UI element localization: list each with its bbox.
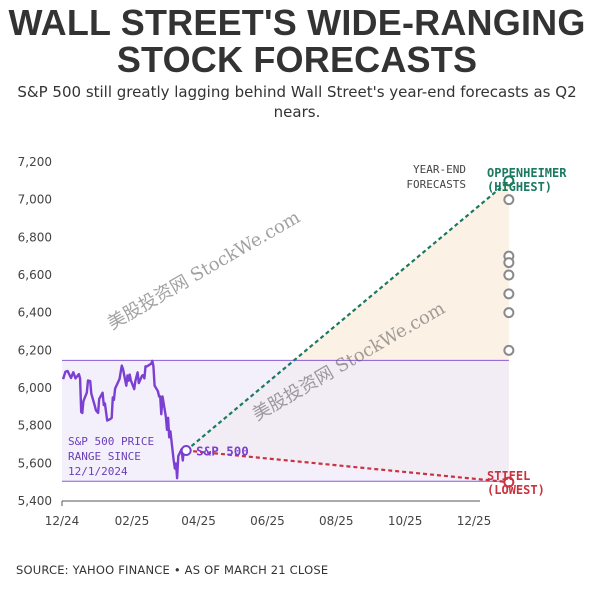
- chart-subtitle: S&P 500 still greatly lagging behind Wal…: [17, 83, 577, 121]
- lowest-forecast-label: STIFEL: [487, 469, 530, 483]
- x-tick-label: 02/25: [115, 514, 150, 528]
- title-line-1: WALL STREET'S WIDE-RANGING: [8, 2, 586, 43]
- title-line-2: STOCK FORECASTS: [116, 39, 478, 80]
- forecast-marker: [503, 288, 515, 300]
- y-tick-label: 5,800: [18, 419, 52, 433]
- x-tick-label: 04/25: [181, 514, 216, 528]
- lowest-forecast-label: (LOWEST): [487, 483, 545, 497]
- y-tick-label: 7,000: [18, 193, 52, 207]
- y-tick-label: 6,000: [18, 381, 52, 395]
- highest-forecast-label: OPPENHEIMER: [487, 166, 567, 180]
- watermark-text: 美股投资网 StockWe.com: [104, 207, 304, 334]
- price-range-label: RANGE SINCE: [68, 450, 141, 463]
- source-note: SOURCE: YAHOO FINANCE • AS OF MARCH 21 C…: [16, 563, 329, 577]
- y-tick-label: 7,200: [18, 155, 52, 169]
- forecast-marker: [503, 257, 515, 269]
- sp500-current-marker: [180, 445, 192, 457]
- price-range-label: S&P 500 PRICE: [68, 435, 154, 448]
- lowest-forecast-marker: [503, 476, 515, 488]
- x-tick-label: 12/25: [457, 514, 492, 528]
- forecast-marker: [503, 344, 515, 356]
- forecast-marker: [503, 269, 515, 281]
- price-range-label: 12/1/2024: [68, 465, 128, 478]
- y-tick-label: 6,800: [18, 230, 52, 244]
- highest-forecast-label: (HIGHEST): [487, 180, 552, 194]
- y-tick-label: 6,400: [18, 306, 52, 320]
- x-tick-label: 08/25: [319, 514, 354, 528]
- x-tick-label: 06/25: [250, 514, 285, 528]
- y-tick-label: 6,200: [18, 343, 52, 357]
- highest-forecast-marker: [503, 175, 515, 187]
- chart-title: WALL STREET'S WIDE-RANGING STOCK FORECAS…: [0, 4, 594, 78]
- y-tick-label: 5,600: [18, 456, 52, 470]
- y-tick-label: 6,600: [18, 268, 52, 282]
- forecast-marker: [503, 194, 515, 206]
- y-tick-label: 5,400: [18, 494, 52, 508]
- lowest-forecast-dashed-line: [186, 449, 509, 484]
- year-end-forecasts-label: YEAR-END: [413, 163, 466, 176]
- sp500-price-line: [61, 359, 187, 480]
- x-tick-label: 10/25: [388, 514, 423, 528]
- x-tick-label: 12/24: [45, 514, 80, 528]
- sp500-current-label: S&P 500: [196, 444, 249, 459]
- highest-forecast-dashed-line: [185, 179, 510, 452]
- forecast-marker: [503, 307, 515, 319]
- year-end-forecasts-label: FORECASTS: [406, 178, 466, 191]
